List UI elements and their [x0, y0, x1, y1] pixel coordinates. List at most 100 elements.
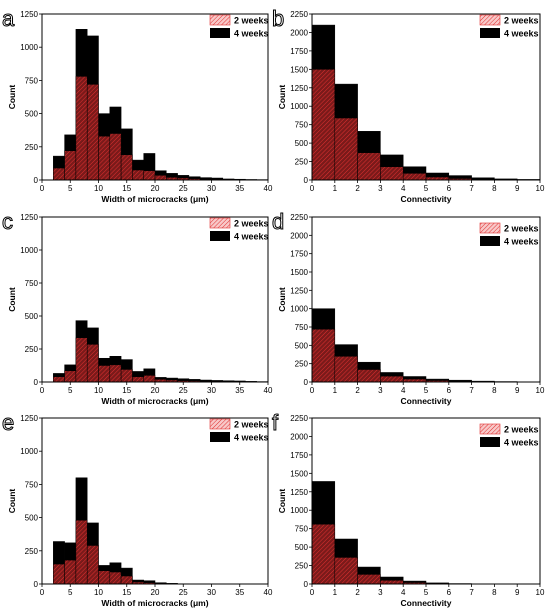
x-tick-label: 0	[40, 386, 45, 395]
x-tick-label: 2	[355, 184, 360, 193]
y-tick-label: 2250	[290, 414, 308, 423]
x-tick-label: 40	[264, 386, 273, 395]
panel-e: 0 5 10 15 20 25 30 35 40 0 250 500 750 1000 1250 Width …	[2, 410, 273, 609]
bar-2-weeks	[64, 559, 77, 585]
x-tick-label: 40	[264, 184, 273, 193]
legend-label-4-weeks: 4 weeks	[234, 29, 269, 39]
x-tick-label: 6	[447, 184, 452, 193]
bar-2-weeks	[357, 574, 381, 585]
y-tick-label: 1250	[20, 414, 38, 423]
y-tick-label: 750	[295, 525, 309, 534]
bar-2-weeks	[98, 365, 111, 383]
x-tick-label: 2	[355, 588, 360, 597]
x-tick-label: 25	[179, 386, 188, 395]
bar-2-weeks	[109, 571, 122, 585]
bar-2-weeks	[143, 375, 156, 383]
legend-label-2-weeks: 2 weeks	[234, 420, 269, 430]
bar-2-weeks	[120, 369, 133, 383]
y-tick-label: 1250	[290, 84, 308, 93]
x-tick-label: 8	[492, 184, 497, 193]
x-tick-label: 8	[492, 588, 497, 597]
y-tick-label: 2250	[290, 10, 308, 19]
x-tick-label: 30	[207, 588, 216, 597]
panel-label: e	[2, 410, 14, 435]
x-tick-label: 9	[515, 184, 520, 193]
legend-label-4-weeks: 4 weeks	[504, 29, 539, 39]
bar-2-weeks	[334, 557, 358, 585]
x-tick-label: 40	[264, 588, 273, 597]
legend-swatch-2-weeks	[209, 418, 231, 430]
y-tick-label: 1000	[20, 246, 38, 255]
bar-2-weeks	[53, 376, 65, 383]
bar-2-weeks	[154, 175, 167, 181]
y-tick-label: 0	[304, 580, 309, 589]
y-tick-label: 750	[25, 76, 39, 85]
bar-2-weeks	[132, 169, 144, 181]
x-tick-label: 8	[492, 386, 497, 395]
bar-2-weeks	[402, 173, 427, 181]
x-tick-label: 2	[355, 386, 360, 395]
x-tick-label: 1	[333, 184, 338, 193]
x-tick-label: 10	[536, 386, 545, 395]
y-tick-label: 250	[25, 547, 39, 556]
y-tick-label: 250	[25, 345, 39, 354]
legend-swatch-4-weeks	[210, 231, 230, 241]
x-tick-label: 5	[68, 184, 73, 193]
panel-label: a	[2, 6, 15, 31]
y-tick-label: 500	[295, 543, 309, 552]
y-tick-label: 2250	[290, 213, 308, 222]
x-tick-label: 0	[40, 184, 45, 193]
y-tick-label: 1500	[290, 268, 308, 277]
panel-c: 0 5 10 15 20 25 30 35 40 0 250 500 750 1000 1250 Width …	[2, 209, 273, 407]
legend-label-2-weeks: 2 weeks	[234, 16, 269, 26]
bar-2-weeks	[64, 150, 77, 181]
y-tick-label: 0	[304, 176, 309, 185]
y-tick-label: 1750	[290, 47, 308, 56]
x-tick-label: 15	[122, 184, 131, 193]
x-tick-label: 7	[469, 386, 474, 395]
legend-label-2-weeks: 2 weeks	[234, 219, 269, 229]
x-tick-label: 15	[122, 386, 131, 395]
y-tick-label: 1000	[20, 447, 38, 456]
x-tick-label: 10	[94, 588, 103, 597]
y-axis-label: Count	[7, 287, 17, 312]
legend-swatch-2-weeks	[209, 217, 231, 229]
bar-2-weeks	[109, 364, 122, 383]
bar-2-weeks	[132, 376, 144, 383]
bar-2-weeks	[380, 580, 404, 585]
bar-2-weeks	[334, 117, 358, 181]
x-tick-label: 30	[207, 184, 216, 193]
y-tick-label: 1000	[20, 43, 38, 52]
x-tick-label: 6	[447, 386, 452, 395]
bar-2-weeks	[357, 369, 381, 383]
x-tick-label: 3	[378, 184, 383, 193]
y-tick-label: 1000	[290, 305, 308, 314]
x-tick-label: 25	[179, 184, 188, 193]
bar-2-weeks	[98, 135, 111, 181]
bar-2-weeks	[75, 520, 88, 585]
bar-2-weeks	[75, 337, 88, 383]
x-axis-label: Width of microcracks (μm)	[101, 396, 208, 406]
legend-label-2-weeks: 2 weeks	[504, 16, 539, 26]
x-tick-label: 0	[310, 386, 315, 395]
panel-b: 0 1 2 3 4 5 6 7 8 9 10 0 250 500 750 1000 1250 1500 1750 20…	[272, 6, 545, 205]
x-tick-label: 5	[424, 386, 429, 395]
x-tick-label: 5	[424, 588, 429, 597]
bar-2-weeks	[64, 370, 77, 383]
bar-2-weeks	[311, 69, 336, 181]
x-tick-label: 35	[235, 386, 244, 395]
x-tick-label: 20	[151, 184, 160, 193]
bar-2-weeks	[143, 170, 156, 181]
y-tick-label: 0	[304, 378, 309, 387]
bar-2-weeks	[120, 154, 133, 181]
x-tick-label: 10	[94, 184, 103, 193]
y-tick-label: 1750	[290, 250, 308, 259]
y-tick-label: 1500	[290, 65, 308, 74]
y-tick-label: 2000	[290, 28, 308, 37]
y-axis-label: Count	[277, 489, 287, 514]
x-tick-label: 5	[68, 386, 73, 395]
panel-d: 0 1 2 3 4 5 6 7 8 9 10 0 250 500 750 1000 1250 1500 1750 20…	[272, 209, 545, 407]
y-tick-label: 1000	[290, 506, 308, 515]
y-tick-label: 0	[34, 580, 39, 589]
